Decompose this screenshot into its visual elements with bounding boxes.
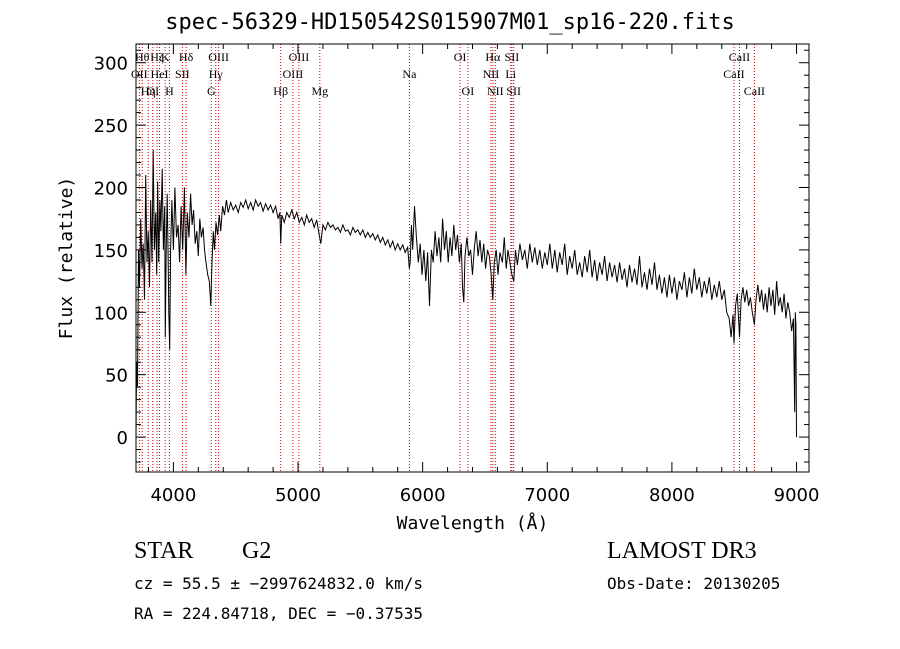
line-marker-label: OII (131, 67, 148, 81)
line-marker-label: OIII (289, 50, 310, 64)
line-marker-label: OI (462, 84, 475, 98)
line-marker-label: Hγ (209, 67, 224, 81)
line-marker-label: NII (487, 84, 504, 98)
line-marker-label: Na (402, 67, 417, 81)
line-marker-label: OI (146, 84, 159, 98)
y-axis-ticks: 0 50 100 150 200 250 300 (94, 49, 809, 463)
line-label-group: OIIHθHηOIHζHeIKHSIIHδGHγOIIIHβOIIIOIIIMg… (131, 50, 765, 98)
x-tick-label: 8000 (649, 485, 695, 506)
line-marker-label: CaII (729, 50, 750, 64)
y-tick-label: 0 (117, 428, 128, 449)
line-marker-label: Hβ (273, 84, 288, 98)
subclass: G2 (242, 538, 272, 564)
y-tick-label: 300 (94, 54, 128, 75)
chart-title: spec-56329-HD150542S015907M01_sp16-220.f… (165, 10, 735, 35)
line-marker-label: Hδ (179, 50, 194, 64)
redshift-text: cz = 55.5 ± −2997624832.0 km/s (134, 574, 423, 593)
line-marker-label: Hα (485, 50, 501, 64)
line-marker-label: SII (175, 67, 190, 81)
y-axis-label: Flux (relative) (56, 177, 77, 340)
line-marker-label: HeI (151, 67, 169, 81)
line-marker-label: OIII (208, 50, 229, 64)
line-marker-label: OIII (283, 67, 304, 81)
x-tick-label: 4000 (150, 485, 196, 506)
line-marker-group (138, 44, 755, 472)
survey-name: LAMOST DR3 (607, 538, 757, 564)
line-marker-label: OI (454, 50, 467, 64)
y-tick-label: 150 (94, 241, 128, 262)
line-marker-label: SII (505, 50, 520, 64)
object-class: STAR (134, 538, 194, 564)
x-tick-label: 5000 (275, 485, 321, 506)
spectrum-line (135, 150, 797, 438)
coordinates-text: RA = 224.84718, DEC = −0.37535 (134, 604, 423, 623)
y-tick-label: 100 (94, 303, 128, 324)
plot-frame (135, 43, 810, 473)
line-marker-label: Mg (311, 84, 328, 98)
x-tick-label: 6000 (400, 485, 446, 506)
line-marker-label: SII (506, 84, 521, 98)
x-tick-label: 7000 (524, 485, 570, 506)
line-marker-label: NII (483, 67, 500, 81)
line-marker-label: H (165, 84, 174, 98)
line-marker-label: Hζ (150, 50, 164, 64)
y-tick-label: 250 (94, 116, 128, 137)
line-marker-label: CaII (744, 84, 765, 98)
line-marker-label: K (161, 50, 170, 64)
y-tick-label: 200 (94, 178, 128, 199)
x-tick-label: 9000 (774, 485, 820, 506)
line-marker-label: G (207, 84, 216, 98)
line-marker-label: Hη (141, 84, 156, 98)
line-marker-label: Hθ (135, 50, 150, 64)
x-axis-ticks: 4000 5000 6000 7000 8000 9000 (147, 44, 820, 506)
obs-date-text: Obs-Date: 20130205 (607, 574, 781, 593)
line-marker-label: CaII (723, 67, 744, 81)
line-marker-label: Li (505, 67, 516, 81)
x-axis-label: Wavelength (Å) (397, 512, 549, 534)
y-tick-label: 50 (105, 366, 128, 387)
